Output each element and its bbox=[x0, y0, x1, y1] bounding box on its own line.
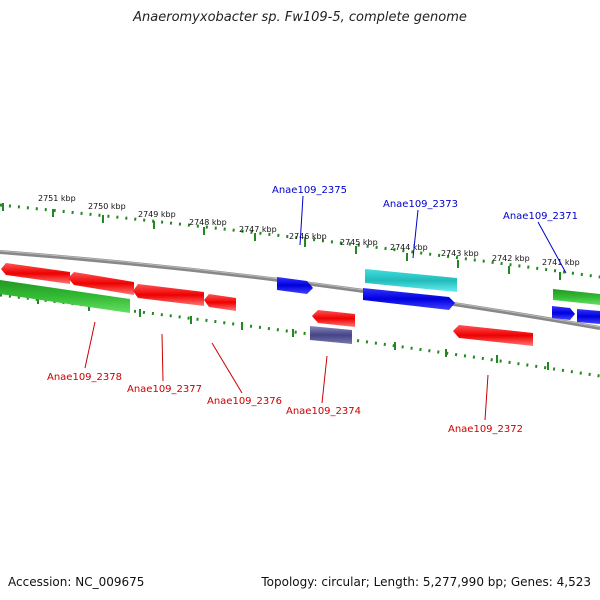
gene-blue-long[interactable] bbox=[363, 288, 455, 310]
gene-small-red[interactable] bbox=[204, 294, 236, 311]
gene-anae109-2374[interactable] bbox=[312, 310, 355, 327]
gene-label[interactable]: Anae109_2371 bbox=[503, 211, 578, 222]
gene-label[interactable]: Anae109_2376 bbox=[207, 396, 282, 407]
gene-anae109-2371[interactable] bbox=[552, 306, 600, 324]
lower-leader-lines bbox=[84, 321, 489, 421]
scale-label: 2746 kbp bbox=[289, 232, 327, 241]
upper-gene-labels: Anae109_2375 Anae109_2373 Anae109_2371 bbox=[272, 185, 578, 222]
gene-anae109-2375[interactable] bbox=[277, 277, 313, 294]
gene-label[interactable]: Anae109_2372 bbox=[448, 424, 523, 435]
scale-label: 2745 kbp bbox=[340, 238, 378, 247]
accession-text: Accession: NC_009675 bbox=[8, 575, 145, 589]
gene-anae109-2373[interactable] bbox=[365, 269, 457, 292]
gene-green-right[interactable] bbox=[553, 289, 600, 305]
genome-title: Anaeromyxobacter sp. Fw109-5, complete g… bbox=[133, 10, 467, 25]
gene-navy[interactable] bbox=[310, 326, 352, 344]
gene-label[interactable]: Anae109_2374 bbox=[286, 406, 361, 417]
gene-anae109-2377[interactable] bbox=[68, 272, 134, 295]
gene-label[interactable]: Anae109_2378 bbox=[47, 372, 122, 383]
gene-green-left[interactable] bbox=[0, 280, 130, 313]
scale-label: 2744 kbp bbox=[390, 243, 428, 252]
scale-label: 2749 kbp bbox=[138, 210, 176, 219]
scale-label: 2742 kbp bbox=[492, 254, 530, 263]
gene-anae109-2372[interactable] bbox=[453, 325, 533, 346]
scale-labels: 2751 kbp 2750 kbp 2749 kbp 2748 kbp 2747… bbox=[38, 194, 580, 267]
gene-label[interactable]: Anae109_2377 bbox=[127, 384, 202, 395]
scale-label: 2743 kbp bbox=[441, 249, 479, 258]
scale-label: 2741 kbp bbox=[542, 258, 580, 267]
genome-summary-text: Topology: circular; Length: 5,277,990 bp… bbox=[261, 575, 591, 589]
scale-label: 2751 kbp bbox=[38, 194, 76, 203]
lower-gene-labels: Anae109_2378 Anae109_2377 Anae109_2376 A… bbox=[47, 372, 523, 435]
upper-major-ticks bbox=[2, 203, 561, 280]
upper-leader-lines bbox=[299, 195, 567, 274]
gene-anae109-2376[interactable] bbox=[133, 284, 204, 306]
gene-label[interactable]: Anae109_2373 bbox=[383, 199, 458, 210]
scale-label: 2748 kbp bbox=[189, 218, 227, 227]
gene-label[interactable]: Anae109_2375 bbox=[272, 185, 347, 196]
gene-anae109-2378[interactable] bbox=[1, 263, 70, 284]
scale-label: 2750 kbp bbox=[88, 202, 126, 211]
scale-label: 2747 kbp bbox=[239, 225, 277, 234]
